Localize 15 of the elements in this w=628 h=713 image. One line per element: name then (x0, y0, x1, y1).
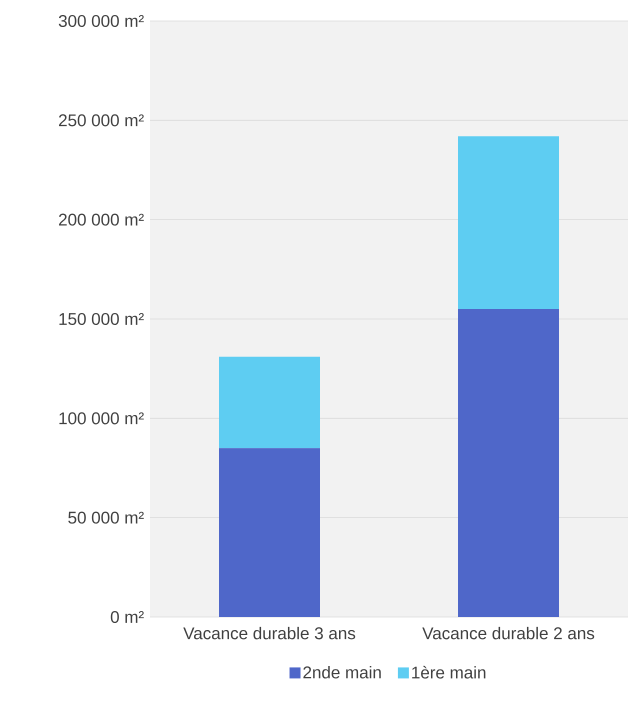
bar (458, 309, 559, 617)
y-tick-label: 150 000 m² (59, 312, 144, 326)
bar (458, 136, 559, 310)
bar (218, 356, 320, 448)
y-tick-label: 200 000 m² (58, 214, 144, 226)
y-tick-label: 300 000 m² (58, 14, 144, 28)
legend-label: 2nde main (303, 666, 381, 678)
legend-label: 1ère main (412, 666, 486, 679)
y-tick-label: 250 000 m² (58, 114, 144, 126)
x-tick-label: Vacance durable 2 ans (422, 626, 594, 640)
bar (218, 448, 320, 617)
x-tick-label: Vacance durable 3 ans (183, 626, 355, 640)
y-tick-label: 50 000 m² (68, 512, 144, 524)
y-tick-label: 100 000 m² (59, 412, 144, 424)
y-tick-label: 0 m² (110, 610, 144, 624)
